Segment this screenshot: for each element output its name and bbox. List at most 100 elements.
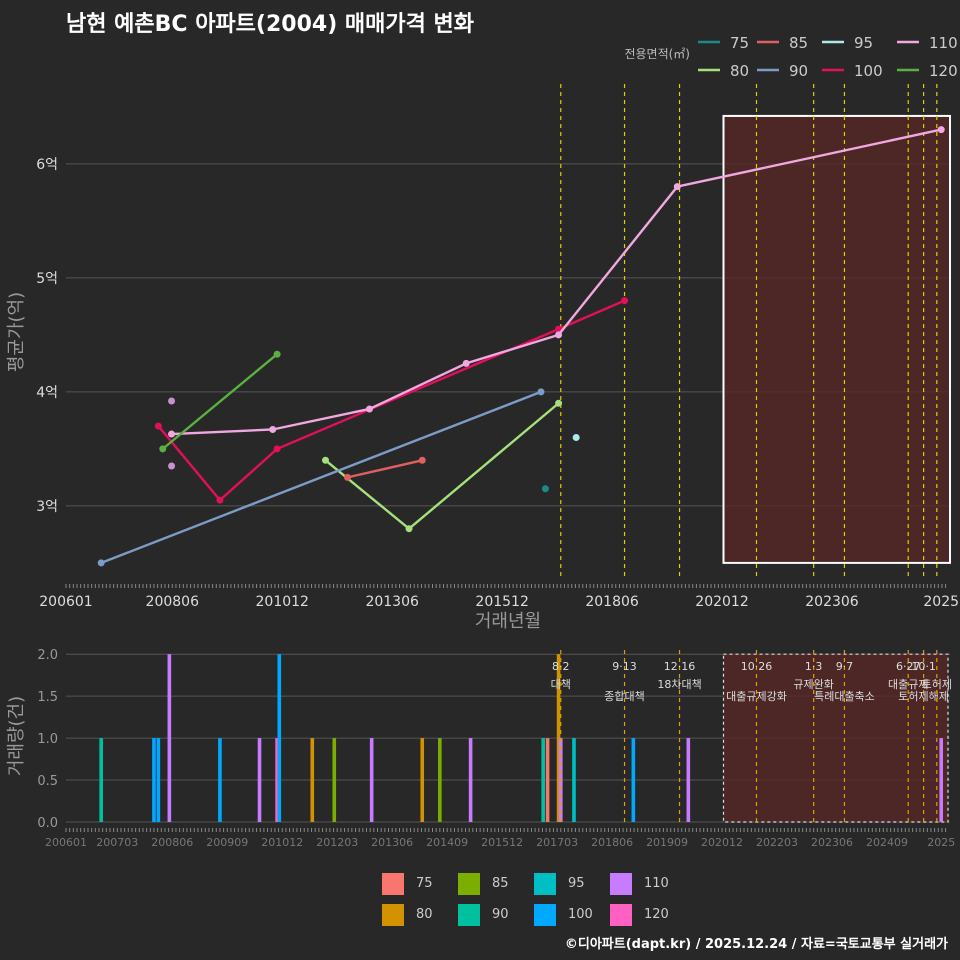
legend-label: 90 [789, 62, 808, 80]
bar-y-tick-label: 1.0 [37, 732, 58, 747]
chart-title: 남현 예촌BC 아파트(2004) 매매가격 변화 [66, 12, 475, 37]
data-point [343, 473, 351, 481]
bar-x-tick-label: 202012 [701, 836, 743, 849]
data-point [621, 297, 629, 305]
policy-date: 9·7 [836, 660, 854, 673]
bar-legend-label: 80 [416, 907, 433, 922]
policy-label: 대출규제 [888, 678, 928, 691]
volume-bar [152, 738, 156, 822]
bar-x-tick-label: 2025 [927, 836, 955, 849]
policy-label: 종합대책 [604, 690, 644, 703]
policy-date: 9·13 [612, 660, 637, 673]
bar-x-tick-label: 201703 [536, 836, 578, 849]
volume-bar [277, 654, 282, 822]
policy-date: 12·16 [664, 660, 696, 673]
bar-x-tick-label: 202409 [866, 836, 908, 849]
x-tick-label: 201512 [475, 594, 528, 610]
data-point [572, 433, 580, 441]
bar-y-tick-label: 1.5 [37, 690, 58, 705]
x-tick-label: 202306 [805, 594, 859, 610]
policy-label: 18차대책 [657, 678, 701, 691]
data-point [168, 430, 176, 438]
legend-label: 95 [854, 34, 873, 52]
y-tick-label: 4억 [36, 385, 58, 401]
data-point [273, 350, 281, 358]
bar-legend-swatch [382, 904, 404, 926]
bar-legend-swatch [382, 873, 404, 895]
bar-y-tick-label: 2.0 [37, 648, 58, 663]
policy-label: 토허제해제 [898, 689, 949, 703]
bar-legend-swatch [534, 873, 556, 895]
series-line-85 [347, 459, 423, 479]
bar-legend-label: 85 [492, 876, 509, 891]
bar-x-tick-label: 200601 [45, 836, 87, 849]
data-point [673, 183, 681, 191]
volume-bar [468, 738, 473, 822]
bar-y-axis-title: 거래량(건) [6, 696, 27, 776]
data-point [937, 126, 945, 134]
y-axis-title: 평균가(억) [6, 292, 27, 372]
volume-bar [257, 738, 262, 822]
policy-date: 10·1 [911, 660, 936, 673]
volume-bar [167, 654, 172, 822]
bar-legend-label: 75 [416, 876, 433, 891]
x-tick-label: 200601 [39, 594, 92, 610]
bar-legend-swatch [458, 904, 480, 926]
x-axis-title: 거래년월 [475, 611, 541, 632]
volume-bar [438, 738, 442, 822]
volume-bar [369, 738, 374, 822]
bar-x-tick-label: 201409 [426, 836, 468, 849]
policy-label: 특례대출축소 [814, 690, 875, 703]
x-tick-label: 201012 [256, 594, 309, 610]
x-tick-label: 201806 [585, 594, 639, 610]
bar-legend-label: 95 [568, 876, 585, 891]
data-point [365, 405, 373, 413]
data-point [159, 445, 167, 453]
legend-label: 80 [730, 62, 749, 80]
volume-bar [420, 738, 425, 822]
volume-bar [99, 738, 103, 822]
x-tick-label: 201306 [365, 594, 419, 610]
data-point [405, 525, 413, 533]
policy-label: 대책 [551, 678, 571, 691]
policy-label: 토허제 [922, 678, 952, 691]
legend-label: 120 [929, 62, 958, 80]
bar-legend-swatch [610, 873, 632, 895]
volume-bar [556, 654, 561, 822]
legend-label: 100 [854, 62, 883, 80]
y-tick-label: 3억 [36, 499, 58, 515]
policy-label: 대출규제강화 [726, 690, 787, 703]
volume-bar [572, 738, 576, 822]
policy-date: 8·2 [552, 660, 570, 673]
bar-x-tick-label: 201806 [591, 836, 633, 849]
data-point [541, 485, 549, 493]
data-point [154, 422, 162, 430]
data-point [321, 456, 329, 464]
data-point [216, 496, 224, 504]
policy-date: 6·27 [896, 660, 921, 673]
volume-bar [332, 738, 337, 822]
data-point [555, 331, 563, 339]
data-point [418, 456, 426, 464]
highlight-range-box [722, 114, 952, 564]
policy-date: 1·3 [805, 660, 823, 673]
policy-date: 10·26 [741, 660, 773, 673]
bar-y-tick-label: 0.5 [37, 774, 58, 789]
y-tick-label: 6억 [36, 157, 58, 173]
data-point [269, 425, 277, 433]
bar-x-tick-label: 200909 [206, 836, 248, 849]
bar-legend-label: 100 [568, 907, 593, 922]
volume-bar [631, 738, 636, 822]
volume-bar [939, 738, 944, 822]
bar-x-tick-label: 200703 [96, 836, 138, 849]
bar-x-tick-label: 201909 [646, 836, 688, 849]
bar-x-tick-label: 201203 [316, 836, 358, 849]
bar-legend-label: 120 [644, 907, 669, 922]
data-point [97, 559, 105, 567]
x-tick-label: 2025 [923, 594, 959, 610]
bar-x-tick-label: 202203 [756, 836, 798, 849]
x-tick-label: 200806 [146, 594, 200, 610]
bar-x-tick-label: 201306 [371, 836, 413, 849]
volume-bar [218, 738, 222, 822]
